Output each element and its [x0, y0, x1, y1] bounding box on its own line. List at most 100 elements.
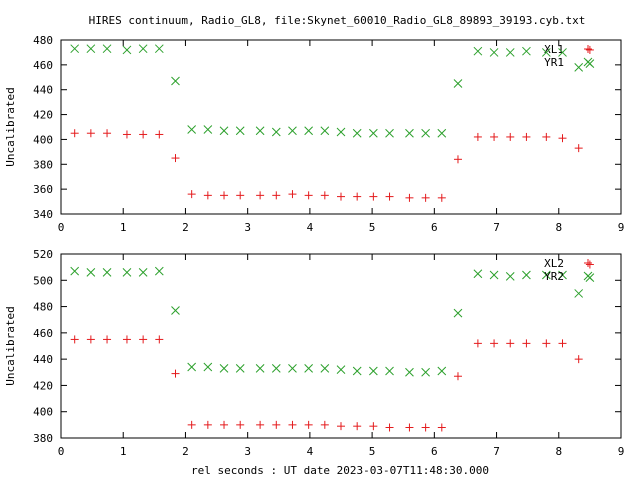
- data-point: [490, 339, 499, 348]
- legend-marker: [584, 45, 592, 53]
- top-panel: 340 360 380 400 420 440 460 480 0 1 2 3 4 5 6 7 8 9 Uncali…: [4, 34, 624, 234]
- y-tick-label: 400: [33, 406, 53, 419]
- data-point: [304, 191, 313, 200]
- data-point: [320, 126, 330, 136]
- data-point: [288, 363, 297, 373]
- x-tick-label: 5: [369, 221, 376, 234]
- data-point: [236, 191, 245, 200]
- x-tick-label: 4: [307, 221, 314, 234]
- data-point: [542, 132, 551, 141]
- data-point: [558, 270, 567, 280]
- data-point: [437, 128, 447, 138]
- data-point: [421, 423, 430, 432]
- data-point: [522, 46, 531, 56]
- x-tick-label: 0: [58, 445, 65, 458]
- data-point: [138, 44, 148, 54]
- data-point: [421, 193, 430, 202]
- data-point: [320, 363, 330, 373]
- data-point: [489, 270, 499, 280]
- data-point: [70, 335, 79, 344]
- data-point: [138, 268, 148, 277]
- data-point: [203, 125, 213, 134]
- data-point: [70, 266, 80, 276]
- data-point: [385, 128, 394, 138]
- data-point: [122, 335, 131, 344]
- data-point: [320, 420, 329, 429]
- data-point: [187, 420, 196, 429]
- data-point: [369, 128, 378, 138]
- data-point: [203, 362, 213, 372]
- data-point: [86, 268, 96, 277]
- data-point: [490, 132, 499, 141]
- x-axis-label: rel seconds : UT date 2023-03-07T11:48:3…: [191, 464, 489, 477]
- data-point: [405, 193, 414, 202]
- data-point: [522, 270, 531, 280]
- data-point: [102, 268, 112, 277]
- data-point: [271, 363, 281, 373]
- data-point: [541, 48, 551, 57]
- y-tick-label: 360: [33, 183, 53, 196]
- x-tick-label: 7: [493, 445, 500, 458]
- y-tick-label: 480: [33, 301, 53, 314]
- data-point: [473, 269, 483, 279]
- plot-frame: [60, 39, 622, 215]
- legend-marker: [583, 57, 593, 67]
- y-tick-label: 380: [33, 158, 53, 171]
- data-point: [255, 126, 265, 136]
- data-point: [385, 423, 394, 432]
- data-point: [585, 260, 594, 269]
- data-point: [337, 192, 345, 201]
- data-point: [235, 363, 245, 373]
- data-point: [256, 420, 265, 429]
- data-point: [236, 420, 245, 429]
- data-point: [219, 363, 229, 373]
- data-point: [272, 420, 281, 429]
- data-point: [122, 268, 132, 277]
- data-point: [574, 144, 583, 153]
- data-point: [558, 134, 567, 143]
- x-tick-label: 7: [493, 221, 500, 234]
- data-point: [154, 266, 164, 276]
- data-point: [574, 355, 583, 364]
- y-tick-label: 520: [33, 248, 53, 261]
- data-point: [522, 339, 531, 348]
- data-point: [155, 335, 164, 344]
- data-point: [405, 367, 414, 377]
- x-tick-label: 9: [618, 221, 625, 234]
- x-tick-label: 6: [431, 221, 438, 234]
- chart-title: HIRES continuum, Radio_GL8, file:Skynet_…: [89, 14, 586, 27]
- data-point: [187, 125, 197, 134]
- data-point: [437, 423, 446, 432]
- data-point: [437, 193, 446, 202]
- y-tick-label: 380: [33, 432, 53, 445]
- data-point: [139, 335, 148, 344]
- data-point: [369, 192, 378, 201]
- data-point: [171, 76, 180, 86]
- data-point: [453, 308, 463, 318]
- data-point: [473, 132, 482, 141]
- data-point: [70, 44, 80, 54]
- y-tick-label: 500: [33, 274, 53, 287]
- data-point: [288, 190, 297, 199]
- legend-marker: [583, 271, 593, 281]
- data-point: [473, 339, 482, 348]
- data-point: [255, 363, 265, 373]
- data-point: [437, 366, 447, 376]
- y-axis-label: Uncalibrated: [4, 87, 17, 166]
- x-tick-label: 2: [182, 445, 189, 458]
- data-point: [122, 130, 131, 139]
- y-tick-label: 440: [33, 84, 53, 97]
- y-tick-label: 480: [33, 34, 53, 47]
- x-tick-label: 8: [555, 445, 562, 458]
- x-tick-label: 3: [244, 445, 251, 458]
- x-tick-label: 1: [120, 445, 127, 458]
- legend-label: XL1: [544, 43, 564, 56]
- x-tick-label: 8: [555, 221, 562, 234]
- data-point: [288, 126, 297, 136]
- data-point: [405, 128, 414, 138]
- data-point: [220, 420, 229, 429]
- data-point: [122, 45, 132, 55]
- data-point: [336, 365, 346, 375]
- y-axis-label: Uncalibrated: [4, 306, 17, 385]
- data-point: [385, 366, 394, 376]
